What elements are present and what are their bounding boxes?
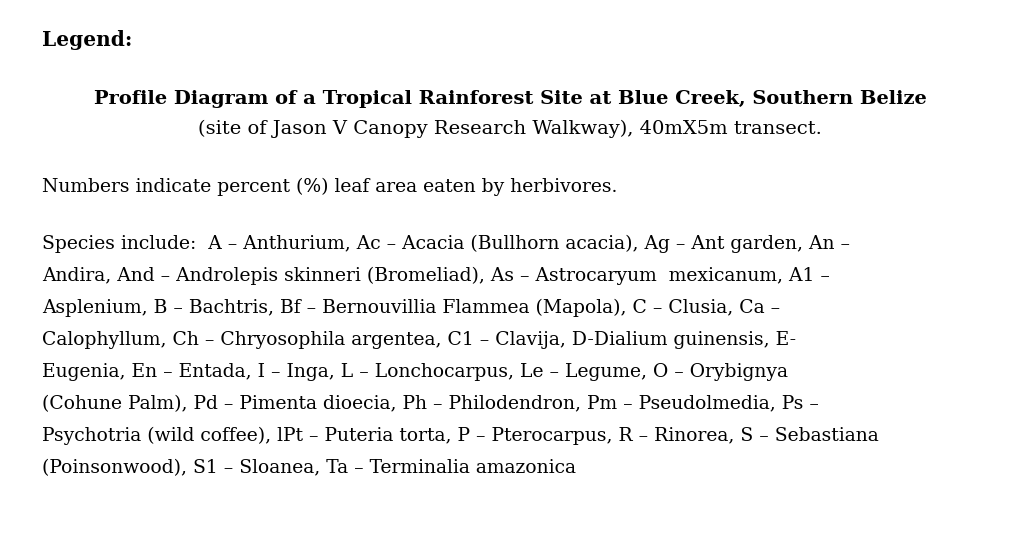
Text: Psychotria (wild coffee), lPt – Puteria torta, P – Pterocarpus, R – Rinorea, S –: Psychotria (wild coffee), lPt – Puteria … <box>42 427 878 445</box>
Text: Asplenium, B – Bachtris, Bf – Bernouvillia Flammea (Mapola), C – Clusia, Ca –: Asplenium, B – Bachtris, Bf – Bernouvill… <box>42 299 780 317</box>
Text: Profile Diagram of a Tropical Rainforest Site at Blue Creek, Southern Belize: Profile Diagram of a Tropical Rainforest… <box>94 90 925 108</box>
Text: (Poinsonwood), S1 – Sloanea, Ta – Terminalia amazonica: (Poinsonwood), S1 – Sloanea, Ta – Termin… <box>42 459 576 477</box>
Text: (site of Jason V Canopy Research Walkway), 40mX5m transect.: (site of Jason V Canopy Research Walkway… <box>198 120 821 138</box>
Text: (Cohune Palm), Pd – Pimenta dioecia, Ph – Philodendron, Pm – Pseudolmedia, Ps –: (Cohune Palm), Pd – Pimenta dioecia, Ph … <box>42 395 818 413</box>
Text: Numbers indicate percent (%) leaf area eaten by herbivores.: Numbers indicate percent (%) leaf area e… <box>42 178 616 196</box>
Text: Calophyllum, Ch – Chryosophila argentea, C1 – Clavija, D-Dialium guinensis, E-: Calophyllum, Ch – Chryosophila argentea,… <box>42 331 796 349</box>
Text: Species include:  A – Anthurium, Ac – Acacia (Bullhorn acacia), Ag – Ant garden,: Species include: A – Anthurium, Ac – Aca… <box>42 235 849 253</box>
Text: Eugenia, En – Entada, I – Inga, L – Lonchocarpus, Le – Legume, O – Orybignya: Eugenia, En – Entada, I – Inga, L – Lonc… <box>42 363 788 381</box>
Text: Andira, And – Androlepis skinneri (Bromeliad), As – Astrocaryum  mexicanum, A1 –: Andira, And – Androlepis skinneri (Brome… <box>42 267 829 285</box>
Text: Legend:: Legend: <box>42 30 132 50</box>
